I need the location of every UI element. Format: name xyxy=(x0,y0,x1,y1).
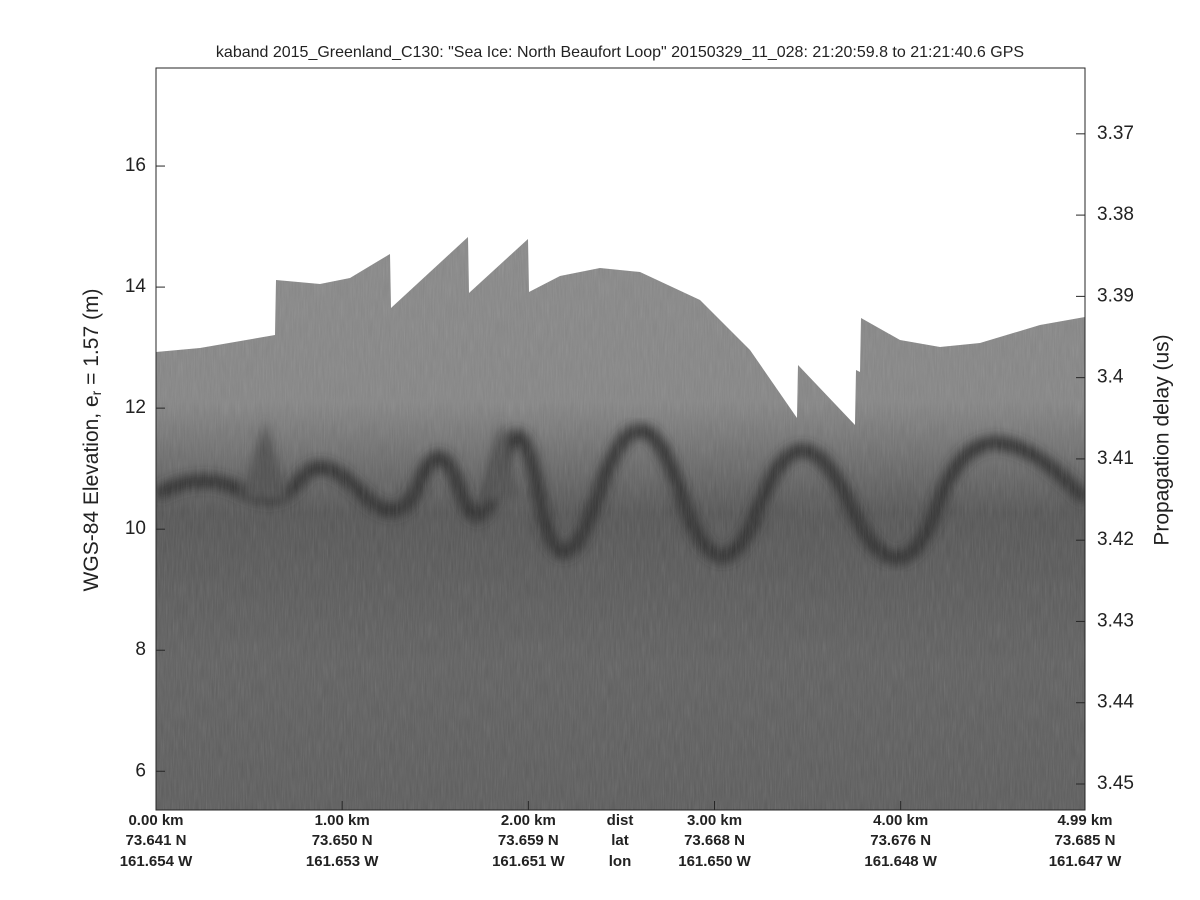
y2-tick-label: 3.43 xyxy=(1097,610,1134,631)
chart-title: kaband 2015_Greenland_C130: "Sea Ice: No… xyxy=(216,44,1024,61)
y-tick-label: 16 xyxy=(125,155,146,176)
x-tick-lon: 161.647 W xyxy=(1049,853,1122,870)
x-tick-label: 3.00 km xyxy=(687,812,742,829)
y2-tick-label: 3.38 xyxy=(1097,204,1134,225)
y2-tick-label: 3.4 xyxy=(1097,367,1124,388)
x-tick-lat: 73.685 N xyxy=(1055,832,1116,849)
echogram xyxy=(156,237,1085,810)
x-tick-label: 4.99 km xyxy=(1057,812,1112,829)
x-tick-lat: 73.641 N xyxy=(126,832,187,849)
x-tick-lat: 73.676 N xyxy=(870,832,931,849)
x-tick-lat: 73.650 N xyxy=(312,832,373,849)
y2-tick-label: 3.39 xyxy=(1097,285,1134,306)
y2-tick-label: 3.41 xyxy=(1097,448,1134,469)
y-label-tail: = 1.57 (m) xyxy=(80,289,103,391)
x-tick-lat: 73.668 N xyxy=(684,832,745,849)
y-tick-label: 14 xyxy=(125,276,147,297)
x-tick-label: 0.00 km xyxy=(128,812,183,829)
y2-tick-label: 3.44 xyxy=(1097,692,1134,713)
y2-axis-label: Propagation delay (us) xyxy=(1151,334,1174,545)
y-tick-label: 8 xyxy=(135,639,146,660)
x-tick-label: 2.00 km xyxy=(501,812,556,829)
row-label: lat xyxy=(611,832,629,849)
y2-tick-label: 3.37 xyxy=(1097,123,1134,144)
y-label-main: WGS-84 Elevation, e xyxy=(80,395,103,591)
y-axis-label: WGS-84 Elevation, er = 1.57 (m) xyxy=(80,289,104,592)
row-label: lon xyxy=(609,853,632,870)
x-tick-lon: 161.651 W xyxy=(492,853,565,870)
x-tick-lon: 161.650 W xyxy=(678,853,751,870)
x-tick-lat: 73.659 N xyxy=(498,832,559,849)
plot-frame xyxy=(155,67,1086,811)
x-tick-lon: 161.653 W xyxy=(306,853,379,870)
y-label-sub: r xyxy=(88,390,104,395)
x-tick-lon: 161.654 W xyxy=(120,853,193,870)
x-tick-label: 4.00 km xyxy=(873,812,928,829)
y-tick-label: 12 xyxy=(125,397,146,418)
y-tick-label: 10 xyxy=(125,518,146,539)
y2-tick-label: 3.45 xyxy=(1097,773,1134,794)
x-tick-label: 1.00 km xyxy=(315,812,370,829)
y2-tick-label: 3.42 xyxy=(1097,529,1134,550)
x-tick-lon: 161.648 W xyxy=(864,853,937,870)
row-label: dist xyxy=(607,812,634,829)
y-tick-label: 6 xyxy=(135,760,146,781)
